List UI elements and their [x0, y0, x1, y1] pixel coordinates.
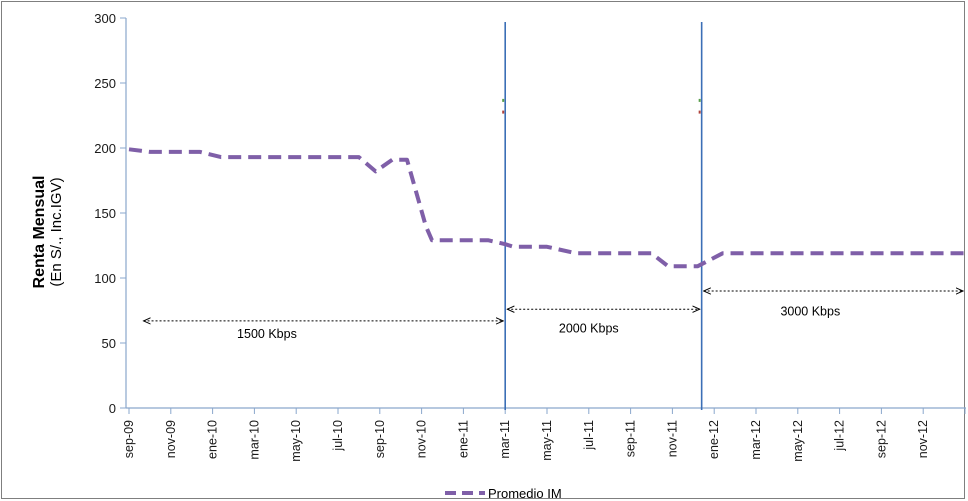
y-tick-label: 300	[94, 11, 116, 26]
x-tick-label: sep-09	[122, 420, 136, 458]
x-tick-label: mar-10	[247, 420, 261, 460]
x-tick-label: ene-10	[206, 420, 220, 459]
x-tick-label: jul-12	[833, 420, 847, 452]
y-tick-label: 0	[109, 401, 116, 416]
x-tick-label: nov-12	[916, 420, 930, 458]
speed-label: 2000 Kbps	[559, 322, 619, 336]
x-tick-label: jul-10	[331, 420, 345, 452]
x-tick-label: may-11	[540, 420, 554, 461]
x-tick-label: nov-09	[164, 420, 178, 458]
marker-dot	[502, 98, 505, 102]
speed-label: 3000 Kbps	[780, 305, 840, 319]
legend-label: Promedio IM	[488, 486, 562, 501]
marker-dot	[698, 110, 701, 114]
x-tick-label: jul-11	[582, 420, 596, 451]
speed-annotations: 1500 Kbps 2000 Kbps 3000 Kbps	[144, 291, 963, 341]
x-tick-label: ene-11	[456, 420, 470, 458]
x-tick-label: may-12	[791, 420, 805, 462]
marker-dot	[698, 98, 701, 102]
x-tick-label: sep-12	[874, 420, 888, 458]
axes: 0 50 100 150 200 250 300 sep-09 nov-09 ene-10 mar-…	[94, 11, 966, 462]
x-tick-label: nov-10	[415, 420, 429, 458]
y-tick-label: 200	[94, 141, 116, 156]
x-tick-label: mar-12	[749, 420, 763, 460]
series-layer	[128, 147, 965, 269]
series-line-promedio-im	[128, 147, 965, 269]
y-axis-label: Renta Mensual	[31, 176, 48, 289]
period-dividers	[502, 22, 703, 410]
x-tick-label: sep-10	[373, 420, 387, 458]
y-tick-label: 100	[94, 271, 116, 286]
x-tick-label: sep-11	[624, 420, 638, 457]
x-tick-label: may-10	[289, 420, 303, 462]
x-tick-label: mar-11	[498, 420, 512, 459]
marker-dot	[502, 110, 505, 114]
y-tick-label: 150	[94, 206, 116, 221]
legend: Promedio IM	[445, 486, 562, 501]
x-tick-label: ene-12	[707, 420, 721, 459]
y-axis-sublabel: (En S/., Inc.IGV)	[48, 177, 65, 286]
y-tick-label: 250	[94, 76, 116, 91]
x-tick-label: nov-11	[665, 420, 679, 457]
y-tick-label: 50	[102, 336, 116, 351]
speed-label: 1500 Kbps	[237, 327, 297, 341]
